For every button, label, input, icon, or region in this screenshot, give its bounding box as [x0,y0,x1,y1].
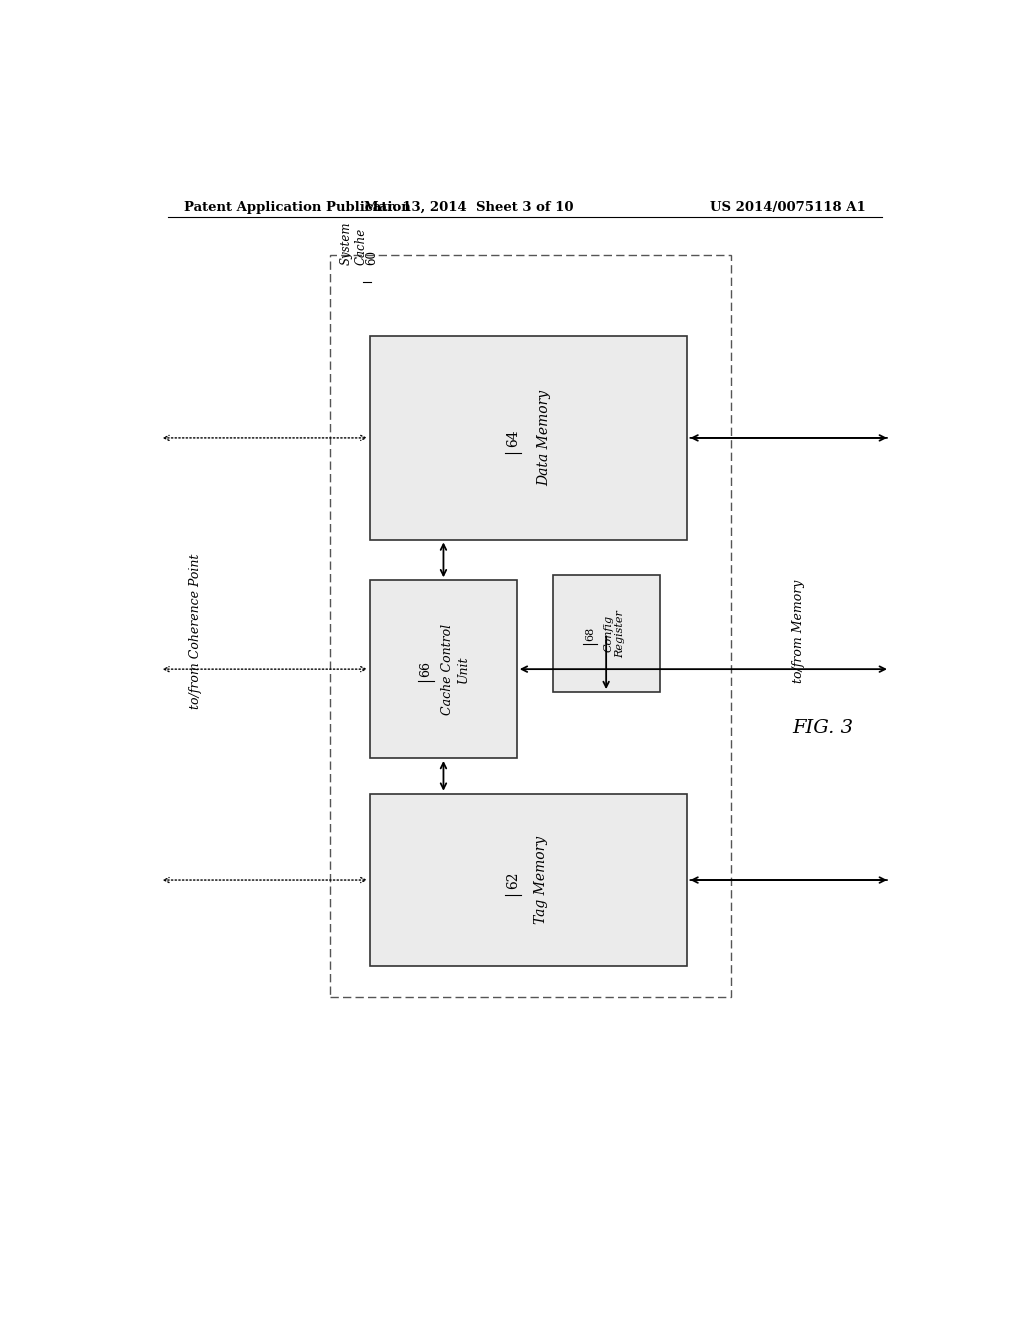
Text: Config
Register: Config Register [603,610,625,657]
Text: 64: 64 [506,429,520,446]
Text: Mar. 13, 2014  Sheet 3 of 10: Mar. 13, 2014 Sheet 3 of 10 [365,201,574,214]
Text: 62: 62 [506,871,520,888]
Text: 66: 66 [420,661,432,677]
Text: System
Cache: System Cache [340,222,368,265]
Text: to/from Coherence Point: to/from Coherence Point [189,553,202,709]
Text: to/from Memory: to/from Memory [793,579,805,682]
Bar [331,255,731,997]
Text: FIG. 3: FIG. 3 [792,718,853,737]
Bar [370,337,687,540]
Bar [553,576,659,692]
Bar [370,581,517,758]
Text: Data Memory: Data Memory [538,389,552,486]
Text: Patent Application Publication: Patent Application Publication [183,201,411,214]
Bar [370,793,687,966]
Text: Cache Control
Unit: Cache Control Unit [441,623,469,714]
Text: 68: 68 [586,627,595,640]
Text: US 2014/0075118 A1: US 2014/0075118 A1 [711,201,866,214]
Text: 60: 60 [366,249,378,265]
Text: Tag Memory: Tag Memory [534,836,548,924]
